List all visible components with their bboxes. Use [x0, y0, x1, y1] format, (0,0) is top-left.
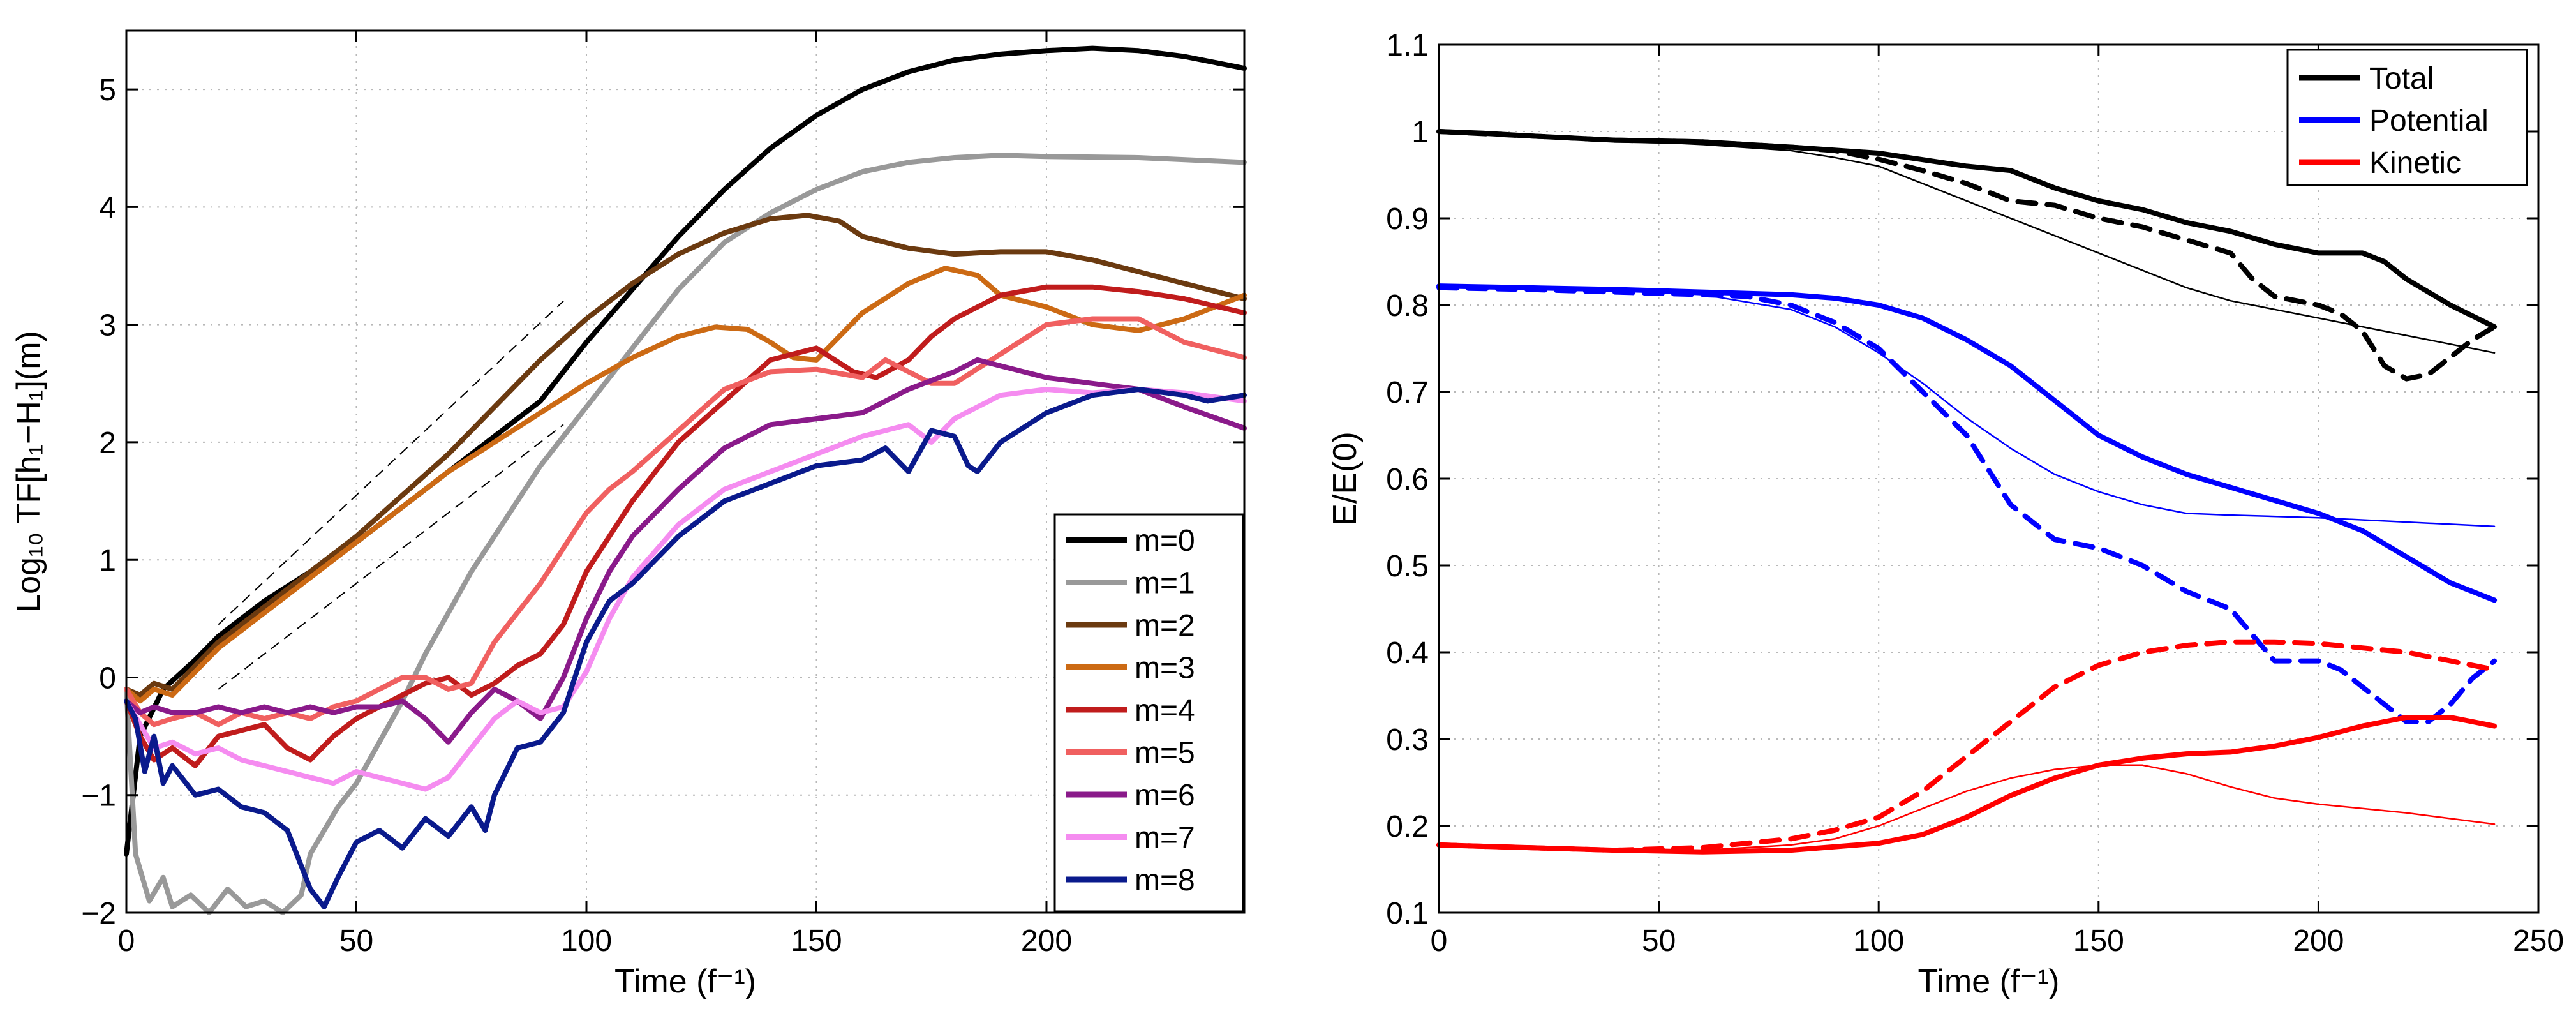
right-chart-y-axis-label: E/E(0): [1327, 431, 1364, 525]
left-chart-grid: [126, 31, 1244, 913]
left-chart-legend: m=0 m=1 m=2 m=3 m=4 m=5 m=6 m=7 m=8: [1053, 513, 1244, 913]
right-x-tick-label: 250: [2513, 924, 2564, 958]
right-series-kinetic-dashed: [1436, 639, 2498, 853]
right-x-tick-label: 0: [1431, 924, 1448, 958]
right-y-tick-label: 1.1: [1386, 29, 1429, 63]
right-y-tick-label: 0.6: [1386, 463, 1429, 497]
left-x-tick-label: 150: [791, 924, 842, 958]
left-chart-growth-rates: 0 50 100 150 200 −2 −1 0 1 2 3 4 5 Time (f⁻¹) Log₁₀…: [10, 29, 1247, 1000]
left-y-tick-label: 0: [99, 661, 116, 695]
left-slope-guide-lower: [218, 424, 564, 690]
left-legend-label-m-1: m=1: [1135, 567, 1195, 601]
left-x-tick-label: 100: [561, 924, 612, 958]
left-legend-label-m-3: m=3: [1135, 652, 1195, 685]
left-chart-ticks: [125, 31, 1244, 914]
right-y-tick-label: 0.8: [1386, 289, 1429, 323]
left-chart-x-axis-label: Time (f⁻¹): [614, 963, 756, 1000]
left-y-tick-label: 2: [99, 426, 116, 460]
right-y-tick-label: 0.4: [1386, 636, 1429, 670]
left-chart-axes-frame: [125, 29, 1246, 914]
right-legend-label-total: Total: [2369, 62, 2434, 96]
left-legend-label-m-2: m=2: [1135, 609, 1195, 643]
right-chart-y-tick-labels: 0.1 0.2 0.3 0.4 0.5 0.6 0.7 0.8 0.9 1 1.1: [1386, 29, 1429, 931]
left-series-m-2: [124, 213, 1247, 698]
right-series-total-thin: [1438, 130, 2496, 354]
right-series-potential-dashed: [1436, 285, 2498, 724]
right-series-total-dashed: [1436, 129, 2498, 382]
left-chart-y-axis-label: Log₁₀ TF[h₁−H₁](m): [10, 331, 47, 613]
right-chart-energy: 0 50 100 150 200 250 0.1 0.2 0.3 0.4 0.5 0.6 0.7 0.8…: [1327, 29, 2564, 1000]
left-series-m-5: [124, 316, 1247, 728]
left-legend-label-m-5: m=5: [1135, 737, 1195, 770]
right-chart-series-lines: [1436, 129, 2498, 855]
left-slope-guide-upper: [218, 301, 564, 625]
right-chart-x-tick-labels: 0 50 100 150 200 250: [1431, 924, 2564, 958]
left-legend-label-m-7: m=7: [1135, 821, 1195, 855]
left-chart-x-tick-labels: 0 50 100 150 200: [118, 924, 1072, 958]
left-chart-y-tick-labels: −2 −1 0 1 2 3 4 5: [81, 73, 116, 931]
left-chart-series-lines: [124, 45, 1247, 915]
left-x-tick-label: 50: [339, 924, 373, 958]
right-legend-label-kinetic: Kinetic: [2369, 146, 2461, 180]
right-y-tick-label: 0.3: [1386, 723, 1429, 757]
right-series-potential-thin: [1438, 285, 2496, 528]
left-series-m-7: [124, 387, 1247, 792]
left-series-m-6: [124, 357, 1247, 745]
left-legend-label-m-4: m=4: [1135, 694, 1195, 728]
right-x-tick-label: 50: [1642, 924, 1676, 958]
right-series-potential-solid: [1436, 283, 2498, 603]
right-x-tick-label: 150: [2073, 924, 2124, 958]
right-chart-legend: Total Potential Kinetic: [2286, 49, 2528, 186]
right-legend-label-potential: Potential: [2369, 104, 2489, 138]
left-y-tick-label: 4: [99, 191, 116, 225]
left-x-tick-label: 0: [118, 924, 135, 958]
left-legend-label-m-0: m=0: [1135, 524, 1195, 558]
left-series-m-0: [124, 45, 1247, 857]
right-y-tick-label: 0.9: [1386, 202, 1429, 236]
left-y-tick-label: 1: [99, 544, 116, 578]
left-y-tick-label: −1: [81, 779, 116, 813]
left-y-tick-label: 5: [99, 73, 116, 107]
left-chart-slope-guides: [218, 301, 564, 690]
right-y-tick-label: 0.2: [1386, 810, 1429, 844]
right-x-tick-label: 200: [2293, 924, 2344, 958]
right-chart-x-axis-label: Time (f⁻¹): [1918, 963, 2060, 1000]
right-y-tick-label: 1: [1411, 116, 1429, 149]
left-series-m-8: [124, 387, 1247, 909]
left-legend-label-m-8: m=8: [1135, 864, 1195, 897]
right-y-tick-label: 0.5: [1386, 550, 1429, 583]
left-y-tick-label: 3: [99, 309, 116, 343]
left-y-tick-label: −2: [81, 897, 116, 931]
right-series-kinetic-solid: [1436, 715, 2498, 855]
left-legend-label-m-6: m=6: [1135, 779, 1195, 812]
right-x-tick-label: 100: [1853, 924, 1904, 958]
left-series-m-4: [124, 284, 1247, 768]
left-x-tick-label: 200: [1021, 924, 1072, 958]
right-y-tick-label: 0.7: [1386, 376, 1429, 410]
right-series-kinetic-thin: [1438, 764, 2496, 851]
left-series-m-3: [124, 266, 1247, 704]
right-y-tick-label: 0.1: [1386, 897, 1429, 931]
